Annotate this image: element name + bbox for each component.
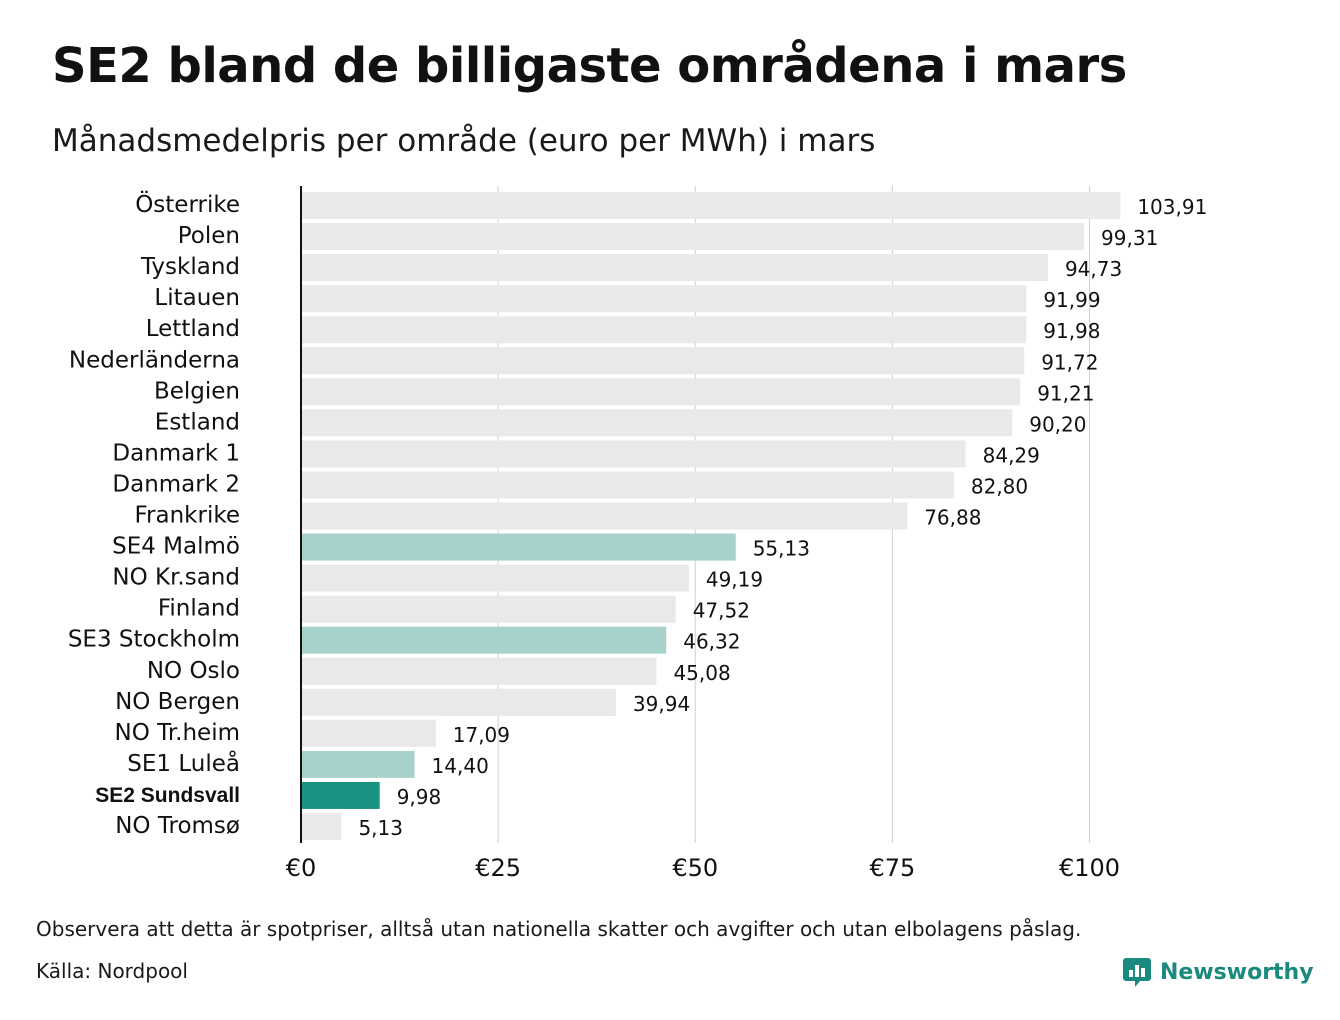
brand-name: Newsworthy xyxy=(1160,959,1314,985)
category-label: SE2 Sundsvall xyxy=(95,784,240,807)
bar xyxy=(301,316,1027,344)
bar xyxy=(301,595,676,623)
bar xyxy=(301,502,908,530)
category-labels: Österrike Polen Tyskland Litauen Lettland Ned… xyxy=(68,190,240,839)
category-label: NO Oslo xyxy=(147,658,240,684)
category-label: Danmark 1 xyxy=(112,440,240,466)
bar xyxy=(301,378,1021,406)
category-label: Belgien xyxy=(154,378,240,404)
value-label: 82,80 xyxy=(971,474,1028,498)
bar xyxy=(301,409,1013,437)
category-label: Österrike xyxy=(135,190,240,218)
category-label: NO Kr.sand xyxy=(112,565,240,591)
category-label: NO Tr.heim xyxy=(115,720,240,746)
value-label: 90,20 xyxy=(1029,412,1086,436)
bar xyxy=(301,223,1085,251)
bar xyxy=(301,626,667,654)
category-label: Litauen xyxy=(154,285,240,311)
value-label: 91,72 xyxy=(1041,350,1098,374)
x-tick-labels: €0 €25 €50 €75 €100 xyxy=(286,854,1120,882)
bar xyxy=(301,254,1048,282)
source-text: Källa: Nordpool xyxy=(36,959,188,983)
bar xyxy=(301,750,415,778)
value-label: 14,40 xyxy=(432,754,489,778)
value-label: 103,91 xyxy=(1137,195,1207,219)
value-label: 9,98 xyxy=(397,785,442,809)
x-tick-label: €0 xyxy=(286,854,317,882)
footnote: Observera att detta är spotpriser, allts… xyxy=(36,917,1082,941)
bar xyxy=(301,781,380,809)
chart-title: SE2 bland de billigaste områdena i mars xyxy=(52,38,1127,94)
value-label: 94,73 xyxy=(1065,257,1122,281)
value-label: 46,32 xyxy=(683,630,740,654)
value-label: 91,21 xyxy=(1037,381,1094,405)
chart-subtitle: Månadsmedelpris per område (euro per MWh… xyxy=(52,123,876,159)
value-label: 91,99 xyxy=(1043,288,1100,312)
bar xyxy=(301,533,736,561)
bar xyxy=(301,657,657,685)
bar xyxy=(301,564,689,592)
value-label: 17,09 xyxy=(453,723,510,747)
bar xyxy=(301,719,436,747)
category-label: NO Tromsø xyxy=(115,813,240,839)
category-label: Nederländerna xyxy=(69,347,240,373)
bar xyxy=(301,440,966,468)
bar xyxy=(301,347,1025,375)
category-label: Lettland xyxy=(146,316,240,342)
category-label: Frankrike xyxy=(135,503,241,529)
bar xyxy=(301,471,954,499)
x-tick-label: €25 xyxy=(475,854,521,882)
category-label: NO Bergen xyxy=(115,689,240,715)
bar xyxy=(301,192,1121,219)
value-label: 39,94 xyxy=(633,692,690,716)
category-label: SE1 Luleå xyxy=(127,749,240,777)
value-label: 99,31 xyxy=(1101,226,1158,250)
category-label: Polen xyxy=(178,223,240,249)
category-label: Finland xyxy=(158,596,240,622)
bars xyxy=(301,192,1121,840)
value-labels: 103,91 99,31 94,73 91,99 91,98 91,72 91,21 90,2… xyxy=(358,195,1207,840)
x-tick-label: €50 xyxy=(672,854,718,882)
value-label: 84,29 xyxy=(983,443,1040,467)
x-tick-label: €100 xyxy=(1059,854,1120,882)
category-label: Tyskland xyxy=(140,254,240,280)
bar xyxy=(301,813,342,840)
bar xyxy=(301,688,616,716)
brand-logo[interactable]: Newsworthy xyxy=(1122,956,1314,988)
category-label: Danmark 2 xyxy=(112,471,240,497)
value-label: 47,52 xyxy=(693,599,750,623)
bar xyxy=(301,285,1027,313)
value-label: 91,98 xyxy=(1043,319,1100,343)
value-label: 76,88 xyxy=(924,506,981,530)
value-label: 49,19 xyxy=(706,568,763,592)
category-label: SE3 Stockholm xyxy=(68,627,240,653)
value-label: 5,13 xyxy=(358,816,403,840)
category-label: SE4 Malmö xyxy=(112,534,240,560)
value-label: 55,13 xyxy=(753,537,810,561)
newsworthy-chart-bubble-icon xyxy=(1123,958,1151,987)
value-label: 45,08 xyxy=(673,661,730,685)
x-tick-label: €75 xyxy=(869,854,915,882)
category-label: Estland xyxy=(155,409,240,435)
